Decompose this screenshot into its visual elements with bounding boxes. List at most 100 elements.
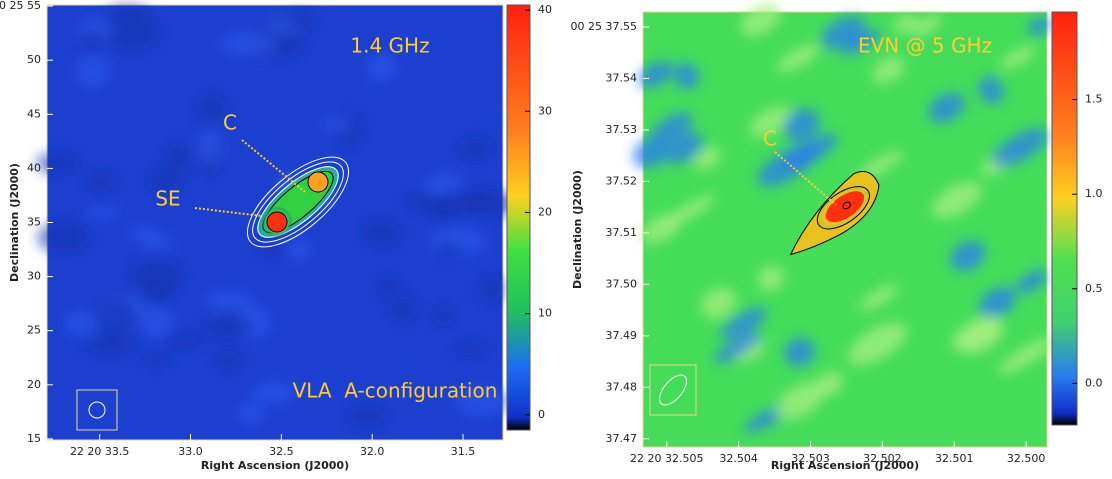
annotation: SE (155, 187, 180, 211)
noise-blob (700, 287, 736, 319)
y-tick-label: 37.50 (606, 277, 638, 290)
noise-blob (75, 54, 111, 89)
noise-blob (858, 284, 899, 311)
noise-blob (857, 150, 903, 180)
noise-blob (452, 342, 490, 357)
noise-blob (1015, 270, 1048, 293)
x-tick-label: 22 20 33.5 (70, 445, 129, 458)
x-tick-label: 32.502 (863, 452, 902, 465)
x-axis-label: Right Ascension (J2000) (201, 459, 349, 472)
y-tick-label: 45 (27, 107, 41, 120)
y-axis-label: Declination (J2000) (8, 163, 21, 282)
colorbar-tick-label: 1.0 (1085, 187, 1103, 200)
noise-blob (978, 76, 1004, 105)
noise-blob (632, 137, 669, 169)
noise-blob (720, 307, 767, 340)
noise-blob (215, 350, 243, 371)
colorbar-tick-label: 40 (538, 3, 552, 16)
noise-blob (784, 133, 838, 169)
source (76, 139, 350, 431)
noise-blob (250, 381, 299, 405)
noise-blob (77, 31, 106, 51)
colorbar-tick-label: 20 (538, 205, 552, 218)
noise-blob (998, 337, 1056, 374)
noise-blob (641, 213, 681, 244)
noise-blob (376, 277, 402, 295)
noise-blob (319, 117, 354, 132)
map-title: 1.4 GHz (350, 34, 429, 58)
noise-blob (84, 206, 122, 219)
noise-blob (361, 220, 403, 247)
colorbar (1051, 11, 1078, 426)
y-tick-label: 37.53 (606, 123, 638, 136)
noise-blob (651, 112, 693, 143)
y-tick-label: 37.47 (606, 432, 638, 445)
noise-blob (432, 304, 455, 326)
y-tick-label: 37.48 (606, 380, 638, 393)
colorbar-tick-label: 1.5 (1085, 93, 1103, 106)
x-tick-label: 22 20 32.505 (630, 452, 703, 465)
noise-blob (366, 52, 398, 83)
noise-blob (195, 93, 228, 125)
noise-blob (951, 316, 1000, 351)
y-tick-label: 30 (27, 270, 41, 283)
noise-blob (910, 14, 942, 37)
y-tick-label: 00 25 55 (0, 0, 41, 12)
y-tick-label: 15 (27, 432, 41, 445)
noise-blob (163, 142, 193, 172)
noise-blob (128, 258, 184, 294)
x-tick-label: 32.501 (935, 452, 974, 465)
x-tick-label: 32.504 (719, 452, 758, 465)
colorbar-tick-label: 10 (538, 307, 552, 320)
x-tick-label: 31.5 (451, 445, 476, 458)
colorbar-tick-label: 30 (538, 104, 552, 117)
noise (36, 5, 519, 426)
map-title: EVN @ 5 GHz (858, 34, 992, 58)
y-tick-label: 37.49 (606, 329, 638, 342)
noise-blob (950, 240, 986, 272)
noise-blob (258, 238, 284, 257)
noise-blob (638, 61, 674, 89)
x-tick-label: 32.0 (360, 445, 385, 458)
noise-blob (82, 335, 138, 355)
noise-blob (201, 315, 253, 340)
noise-blob (693, 147, 721, 170)
colorbar-tick-label: 0 (538, 408, 545, 421)
noise-blob (126, 227, 160, 240)
noise-blob (236, 402, 265, 425)
noise (632, 4, 1056, 433)
noise-blob (287, 239, 313, 261)
y-tick-label: 00 25 37.55 (571, 20, 637, 33)
noise-blob (203, 290, 253, 310)
noise-blob (820, 15, 866, 49)
noise-blob (931, 181, 982, 219)
noise-blob (841, 29, 881, 55)
noise-blob (436, 242, 461, 259)
noise-blob (757, 265, 784, 292)
noise-blob (1000, 46, 1036, 70)
colorbar-tick-label: 0.5 (1085, 282, 1103, 295)
x-tick-label: 32.5 (269, 445, 294, 458)
noise-blob (872, 57, 905, 83)
noise-blob (104, 5, 150, 20)
y-tick-label: 25 (27, 324, 41, 337)
noise-blob (92, 298, 136, 334)
noise-blob (145, 170, 186, 191)
source (649, 151, 880, 416)
annotation: VLA A-configuration (293, 379, 498, 403)
noise-blob (783, 108, 820, 142)
y-tick-label: 37.52 (606, 174, 638, 187)
noise-blob (775, 381, 826, 420)
noise-blob (674, 62, 700, 90)
noise-blob (37, 221, 91, 254)
noise-blob (847, 322, 908, 365)
noise-blob (453, 386, 509, 417)
y-tick-label: 40 (27, 161, 41, 174)
y-tick-label: 50 (27, 53, 41, 66)
noise-blob (157, 333, 204, 348)
noise-blob (36, 151, 80, 175)
annotation: C (763, 127, 777, 151)
x-tick-label: 32.503 (791, 452, 830, 465)
noise-blob (893, 14, 917, 33)
